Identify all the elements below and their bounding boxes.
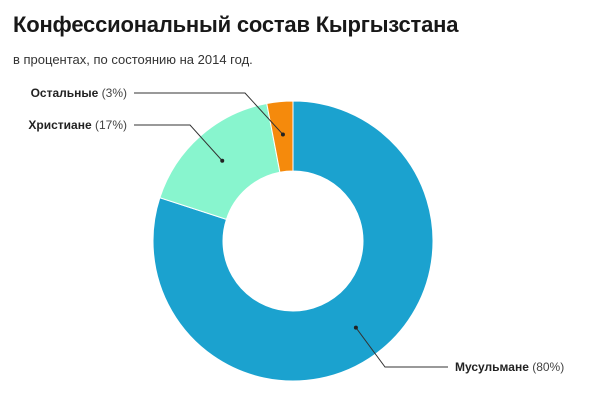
slice-label-1: Мусульмане (80%) <box>455 360 564 374</box>
slice-label-value-3: (3%) <box>98 86 127 100</box>
leader-line-2 <box>134 124 223 162</box>
slice-label-name-3: Остальные <box>31 86 99 100</box>
leader-dot-1 <box>353 325 358 330</box>
slice-label-2: Христиане (17%) <box>28 118 127 132</box>
slice-2[interactable] <box>159 102 281 220</box>
slice-1[interactable] <box>152 100 434 382</box>
slice-label-name-1: Мусульмане <box>455 360 529 374</box>
slice-label-3: Остальные (3%) <box>31 86 127 100</box>
slice-label-value-1: (80%) <box>529 360 564 374</box>
leader-dot-3 <box>280 132 285 137</box>
slice-label-value-2: (17%) <box>92 118 127 132</box>
slice-3[interactable] <box>266 100 294 173</box>
leader-dot-2 <box>220 158 225 163</box>
leader-line-1 <box>355 327 448 368</box>
leader-line-3 <box>134 92 284 135</box>
slice-label-name-2: Христиане <box>28 118 92 132</box>
chart-title: Конфессиональный состав Кыргызстана <box>13 12 459 37</box>
chart-subtitle: в процентах, по состоянию на 2014 год. <box>13 52 253 67</box>
